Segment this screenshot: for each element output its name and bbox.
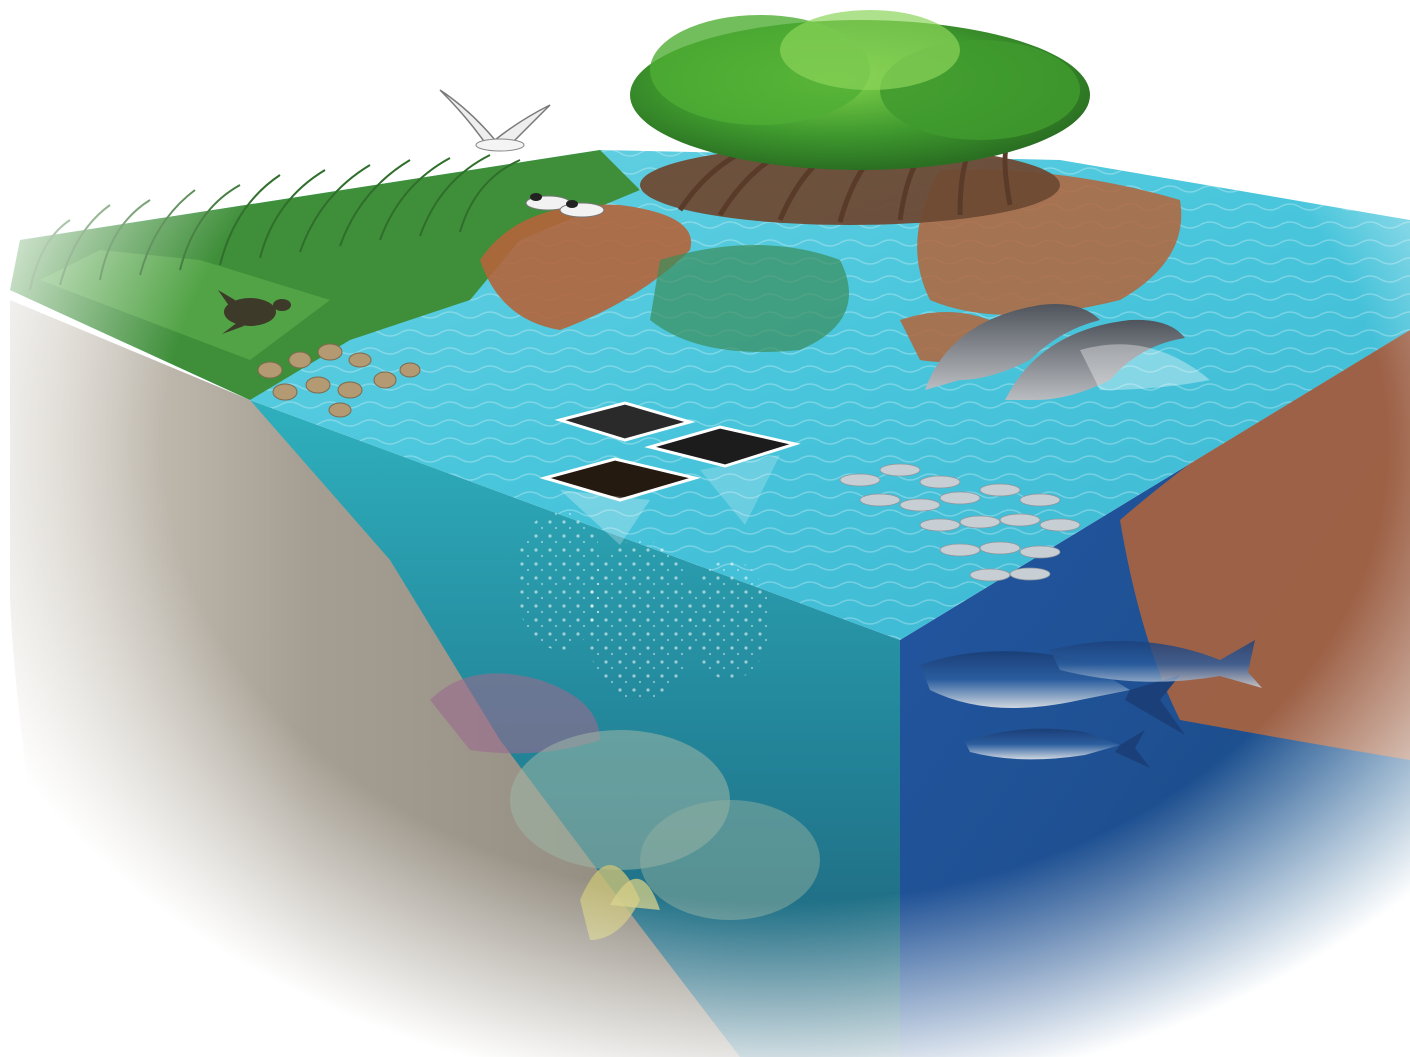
- ecosystem-scene: [0, 0, 1410, 1057]
- vignette: [0, 0, 1410, 1057]
